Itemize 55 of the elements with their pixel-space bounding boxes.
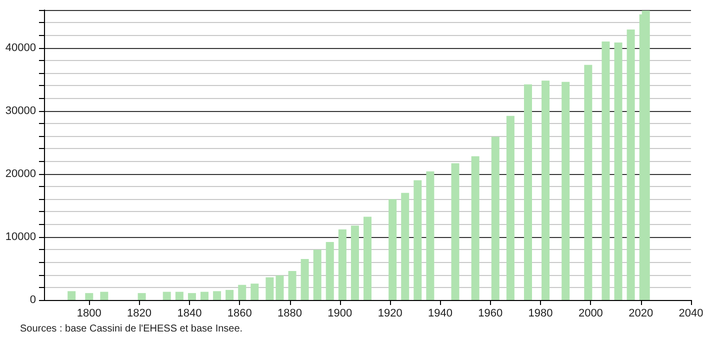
bar <box>162 292 171 300</box>
bar <box>626 30 635 300</box>
bar <box>524 84 532 300</box>
y-tick-label: 30000 <box>5 104 36 117</box>
y-tick-label: 40000 <box>5 42 36 54</box>
y-tick-label: 10000 <box>5 230 36 243</box>
x-tick-label: 1820 <box>127 308 152 320</box>
x-tick-label: 1900 <box>328 308 352 320</box>
bar <box>614 42 622 300</box>
x-tick-label: 1800 <box>76 308 102 320</box>
bar <box>451 163 460 300</box>
x-tick-label: 1880 <box>278 308 302 320</box>
bar <box>288 271 296 300</box>
bar <box>213 291 222 300</box>
bar <box>542 80 550 300</box>
bar <box>188 293 196 300</box>
bar <box>364 216 372 300</box>
bar <box>506 116 514 300</box>
bar <box>350 226 359 300</box>
x-tick-label: 1960 <box>478 308 503 320</box>
x-tick-label: 1920 <box>378 308 402 320</box>
bar <box>313 250 322 300</box>
bar <box>200 292 208 300</box>
y-tick-label: 0 <box>30 294 36 306</box>
bar <box>100 292 108 300</box>
bar <box>562 82 570 300</box>
bar <box>584 64 592 300</box>
bar <box>226 290 234 300</box>
bar <box>388 199 397 300</box>
bar <box>602 42 610 300</box>
bar <box>414 180 422 300</box>
y-tick-label: 20000 <box>5 168 36 180</box>
bar <box>401 192 410 300</box>
bar <box>85 293 94 300</box>
bar <box>250 284 259 300</box>
bar <box>491 136 500 300</box>
bar <box>338 229 346 300</box>
bar <box>68 291 76 300</box>
bar <box>266 277 274 300</box>
bar <box>138 293 146 300</box>
x-tick-label: 2020 <box>628 308 654 320</box>
x-tick-label: 1860 <box>227 308 252 320</box>
x-tick-label: 1940 <box>428 308 452 320</box>
source-note: Sources : base Cassini de l'EHESS et base Insee. <box>20 324 243 334</box>
bar <box>238 284 246 300</box>
bar <box>300 259 309 300</box>
x-tick-label: 2000 <box>578 308 603 320</box>
bar <box>471 156 480 300</box>
x-tick-label: 1840 <box>177 308 202 320</box>
bar <box>175 292 184 300</box>
bar <box>276 275 284 300</box>
x-tick-label: 1980 <box>528 308 553 320</box>
bar <box>426 171 434 300</box>
x-tick-label: 2040 <box>678 308 704 320</box>
bar <box>326 242 334 300</box>
